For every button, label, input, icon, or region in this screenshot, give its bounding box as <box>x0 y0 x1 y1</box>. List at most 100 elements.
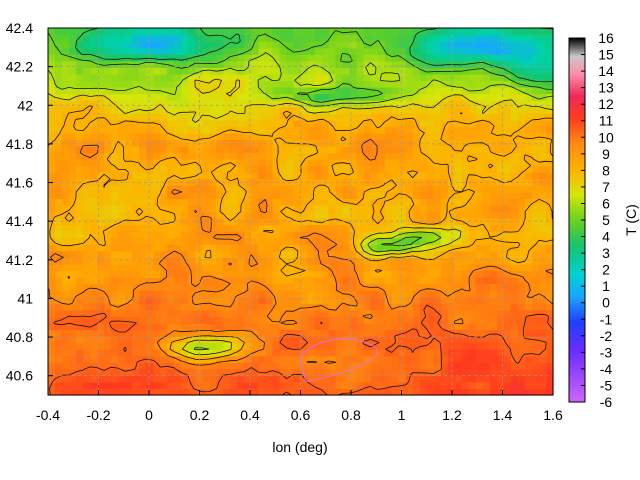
heatmap-cell <box>118 80 126 88</box>
heatmap-cell <box>538 204 547 213</box>
heatmap-cell <box>363 28 372 36</box>
heatmap-cell <box>377 362 386 370</box>
heatmap-cell <box>62 231 70 239</box>
heatmap-cell <box>398 244 407 252</box>
heatmap-cell <box>139 263 147 272</box>
heatmap-cell <box>125 355 133 363</box>
heatmap-cell <box>545 375 554 383</box>
heatmap-cell <box>279 296 288 304</box>
heatmap-cell <box>76 126 84 134</box>
heatmap-cell <box>195 172 203 180</box>
heatmap-cell <box>531 211 540 219</box>
heatmap-cell <box>447 322 456 331</box>
heatmap-cell <box>237 86 245 95</box>
heatmap-cell <box>188 73 196 82</box>
heatmap-cell <box>391 224 400 232</box>
heatmap-cell <box>132 172 140 180</box>
heatmap-cell <box>160 244 168 252</box>
heatmap-cell <box>90 277 98 285</box>
heatmap-cell <box>468 342 477 350</box>
heatmap-cell <box>510 290 519 298</box>
heatmap-cell <box>125 244 133 252</box>
heatmap-cell <box>160 47 168 55</box>
heatmap-cell <box>524 237 533 245</box>
heatmap-cell <box>132 47 140 55</box>
heatmap-cell <box>321 41 330 49</box>
heatmap-cell <box>538 362 547 370</box>
heatmap-cell <box>370 54 379 62</box>
heatmap-cell <box>139 132 147 141</box>
heatmap-cell <box>76 159 84 167</box>
heatmap-cell <box>55 283 63 291</box>
heatmap-cell <box>475 204 484 213</box>
heatmap-cell <box>62 28 70 36</box>
heatmap-cell <box>293 349 302 357</box>
heatmap-cell <box>503 388 512 396</box>
heatmap-cell <box>426 28 435 36</box>
heatmap-cell <box>195 41 203 49</box>
heatmap-cell <box>209 277 217 285</box>
heatmap-cell <box>454 388 463 396</box>
heatmap-cell <box>489 368 498 376</box>
heatmap-cell <box>370 100 379 108</box>
heatmap-cell <box>230 316 238 324</box>
heatmap-cell <box>160 159 168 167</box>
heatmap-cell <box>356 244 365 252</box>
heatmap-cell <box>258 263 267 272</box>
heatmap-cell <box>230 113 238 121</box>
heatmap-cell <box>482 218 491 226</box>
heatmap-cell <box>405 342 414 350</box>
heatmap-cell <box>468 224 477 232</box>
heatmap-cell <box>174 28 182 36</box>
heatmap-cell <box>90 47 98 55</box>
heatmap-cell <box>496 47 505 55</box>
heatmap-cell <box>384 132 393 141</box>
heatmap-cell <box>83 34 91 42</box>
heatmap-cell <box>300 139 309 147</box>
heatmap-cell <box>153 388 161 396</box>
heatmap-cell <box>335 93 344 101</box>
heatmap-cell <box>83 218 91 226</box>
heatmap-cell <box>181 139 189 147</box>
heatmap-cell <box>335 172 344 180</box>
heatmap-cell <box>97 303 105 311</box>
heatmap-cell <box>314 119 323 127</box>
colorbar-tick-label: 7 <box>602 179 610 195</box>
heatmap-cell <box>370 349 379 357</box>
heatmap-cell <box>125 28 133 36</box>
heatmap-cell <box>111 80 119 88</box>
heatmap-cell <box>125 106 133 114</box>
heatmap-cell <box>468 47 477 55</box>
heatmap-cell <box>251 218 260 226</box>
heatmap-cell <box>545 263 554 272</box>
heatmap-cell <box>251 342 260 350</box>
heatmap-cell <box>412 277 421 285</box>
heatmap-cell <box>62 113 70 121</box>
heatmap-cell <box>167 198 175 206</box>
heatmap-cell <box>440 100 449 108</box>
heatmap-cell <box>384 224 393 232</box>
heatmap-cell <box>244 165 252 173</box>
heatmap-cell <box>104 375 112 383</box>
heatmap-cell <box>328 198 337 206</box>
heatmap-cell <box>454 113 463 121</box>
heatmap-cell <box>195 270 203 278</box>
heatmap-cell <box>279 355 288 363</box>
heatmap-cell <box>475 34 484 42</box>
heatmap-cell <box>363 211 372 219</box>
heatmap-cell <box>132 126 140 134</box>
heatmap-cell <box>384 67 393 75</box>
heatmap-cell <box>90 250 98 258</box>
heatmap-cell <box>244 28 252 36</box>
heatmap-cell <box>349 47 358 55</box>
heatmap-cell <box>342 113 351 121</box>
heatmap-cell <box>160 303 168 311</box>
heatmap-cell <box>244 296 252 304</box>
heatmap-cell <box>272 67 281 75</box>
heatmap-cell <box>426 185 435 193</box>
heatmap-cell <box>153 277 161 285</box>
heatmap-cell <box>391 60 400 68</box>
heatmap-cell <box>377 329 386 337</box>
heatmap-cell <box>265 388 274 396</box>
heatmap-cell <box>510 355 519 363</box>
